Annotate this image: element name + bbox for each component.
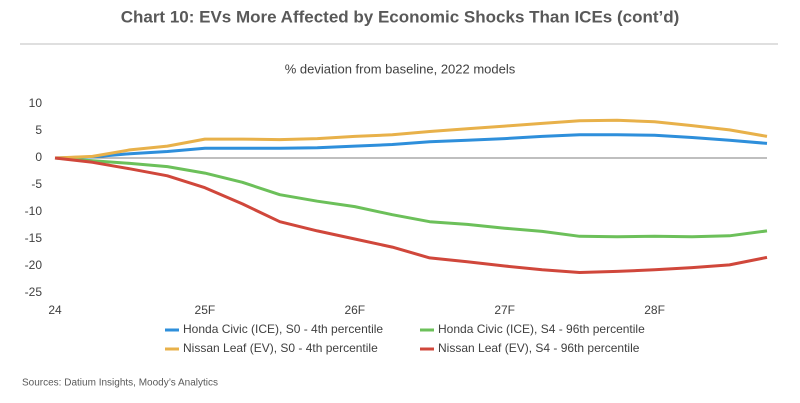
- y-tick-label: 10: [29, 96, 43, 110]
- y-tick-label: -15: [25, 231, 43, 245]
- series-line: [54, 156, 768, 239]
- legend-label: Nissan Leaf (EV), S4 - 96th percentile: [438, 341, 640, 355]
- legend-label: Honda Civic (ICE), S4 - 96th percentile: [438, 322, 645, 336]
- y-tick-label: 5: [35, 123, 42, 137]
- chart-title: Chart 10: EVs More Affected by Economic …: [121, 7, 680, 26]
- series-line: [54, 156, 768, 274]
- y-tick-label: 0: [35, 150, 42, 164]
- y-tick-label: -20: [25, 258, 43, 272]
- series-line: [54, 133, 768, 160]
- x-tick-label: 26F: [344, 303, 365, 317]
- x-tick-label: 24: [48, 303, 62, 317]
- series-line: [54, 118, 768, 160]
- chart-subtitle: % deviation from baseline, 2022 models: [285, 61, 516, 76]
- legend-label: Nissan Leaf (EV), S0 - 4th percentile: [183, 341, 378, 355]
- legend-label: Honda Civic (ICE), S0 - 4th percentile: [183, 322, 383, 336]
- x-tick-label: 28F: [644, 303, 665, 317]
- x-tick-label: 25F: [195, 303, 216, 317]
- y-tick-label: -25: [25, 285, 43, 299]
- source-note: Sources: Datium Insights, Moody’s Analyt…: [22, 378, 218, 389]
- y-tick-label: -10: [25, 204, 43, 218]
- x-tick-label: 27F: [494, 303, 515, 317]
- y-tick-label: -5: [31, 177, 42, 191]
